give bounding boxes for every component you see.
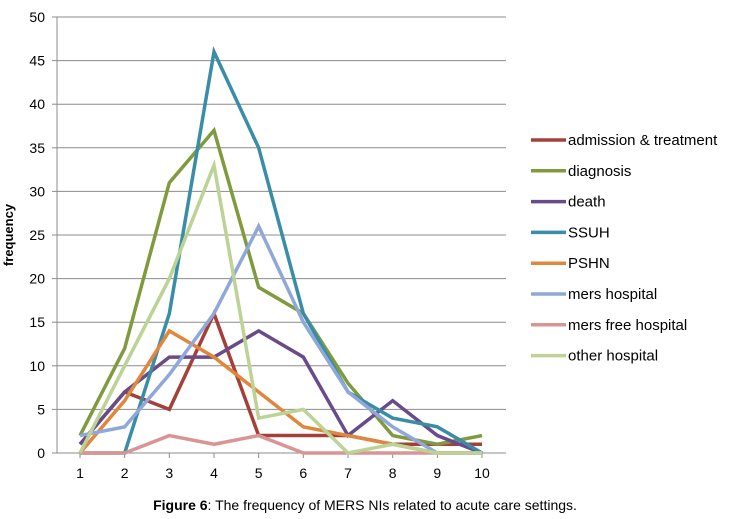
y-tick-label: 45 [29,53,45,69]
caption-text: : The frequency of MERS NIs related to a… [207,497,577,513]
legend-label-admission-treatment: admission & treatment [568,132,718,149]
x-tick-labels: 1 2 3 4 5 6 7 8 9 10 [76,465,490,481]
y-axis-label: frequency [1,203,16,266]
legend: admission & treatment diagnosis death SSUH P… [531,132,718,365]
caption-label: Figure 6 [153,497,208,513]
series-line-death [78,328,483,455]
y-tick-label: 10 [29,358,45,374]
series-lines [78,46,483,455]
x-tick-label: 5 [255,465,263,481]
x-tick-label: 7 [344,465,352,481]
x-tick-label: 6 [299,465,307,481]
axes [52,16,506,458]
x-tick-label: 2 [121,465,129,481]
x-tick-label: 3 [165,465,173,481]
y-tick-label: 0 [37,445,45,461]
legend-label-mers-free-hospital: mers free hospital [568,317,687,334]
series-line-mers-free-hospital [80,433,482,455]
x-tick-label: 4 [210,465,218,481]
legend-label-mers-hospital: mers hospital [568,286,657,303]
x-tick-label: 1 [76,465,84,481]
x-tick-label: 8 [389,465,397,481]
y-tick-label: 15 [29,314,45,330]
legend-label-pshn: PSHN [568,255,610,272]
y-tick-label: 5 [37,401,45,417]
x-tick-label: 9 [433,465,441,481]
legend-label-death: death [568,194,606,211]
series-line-other-hospital [78,158,482,455]
y-tick-label: 40 [29,96,45,112]
series-line-ssuh [80,46,483,455]
y-tick-label: 50 [29,9,45,25]
y-tick-label: 35 [29,140,45,156]
legend-label-other-hospital: other hospital [568,348,658,365]
legend-label-diagnosis: diagnosis [568,163,631,180]
figure-caption: Figure 6: The frequency of MERS NIs rela… [0,497,730,513]
y-tick-label: 25 [29,227,45,243]
series-line-mers-hospital [79,222,482,455]
y-tick-label: 30 [29,183,45,199]
x-tick-label: 10 [474,465,490,481]
y-tick-labels: 0 5 10 15 20 25 30 35 40 45 50 [29,9,45,461]
legend-label-ssuh: SSUH [568,224,610,241]
y-tick-label: 20 [29,271,45,287]
